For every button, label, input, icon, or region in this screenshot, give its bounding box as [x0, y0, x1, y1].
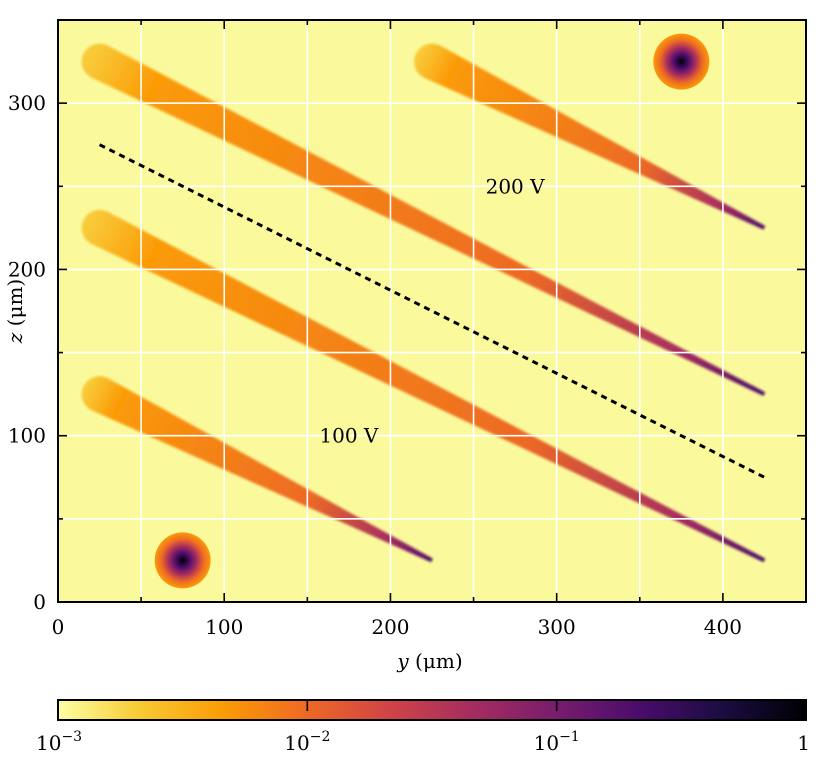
colorbar-ticks: 10−3 10−2 10−1 1: [36, 700, 810, 755]
track-2: [81, 209, 766, 563]
colorbar-gradient: [58, 700, 806, 720]
annotations: 100 V 200 V: [319, 174, 545, 447]
plot-frame: [57, 19, 807, 603]
source-100v: [154, 532, 211, 589]
y-tick-label: 100: [8, 424, 46, 448]
colorbar-tick-label: 10−2: [284, 729, 330, 755]
track-1: [81, 376, 433, 563]
y-tick-label: 300: [8, 91, 46, 115]
heatmap-layer: [81, 33, 766, 589]
annotation-label: 200 V: [486, 174, 546, 198]
y-tick-label: 200: [8, 257, 46, 281]
colorbar-tick-label: 1: [797, 731, 810, 755]
colorbar-tick-label: 10−1: [534, 729, 580, 755]
x-tick-label: 400: [704, 615, 742, 639]
dashed-boundary-line: [98, 143, 766, 479]
grid-lines: [58, 20, 806, 602]
x-tick-label: 0: [52, 615, 65, 639]
x-axis-title: y (μm): [396, 649, 462, 673]
x-tick-label: 300: [538, 615, 576, 639]
overlay-layer: [98, 143, 766, 479]
annotation-label: 100 V: [319, 424, 379, 448]
y-tick-label: 0: [33, 590, 46, 614]
track-4: [414, 43, 766, 230]
x-tick-label: 200: [371, 615, 409, 639]
track-3: [81, 43, 766, 396]
colorbar-tick-label: 10−3: [36, 729, 82, 755]
axis-ticks: 0 100 200 300 400 0 100 200 300: [8, 20, 806, 639]
source-200v: [653, 33, 710, 90]
x-tick-label: 100: [205, 615, 243, 639]
y-axis-title: z (μm): [3, 279, 27, 344]
